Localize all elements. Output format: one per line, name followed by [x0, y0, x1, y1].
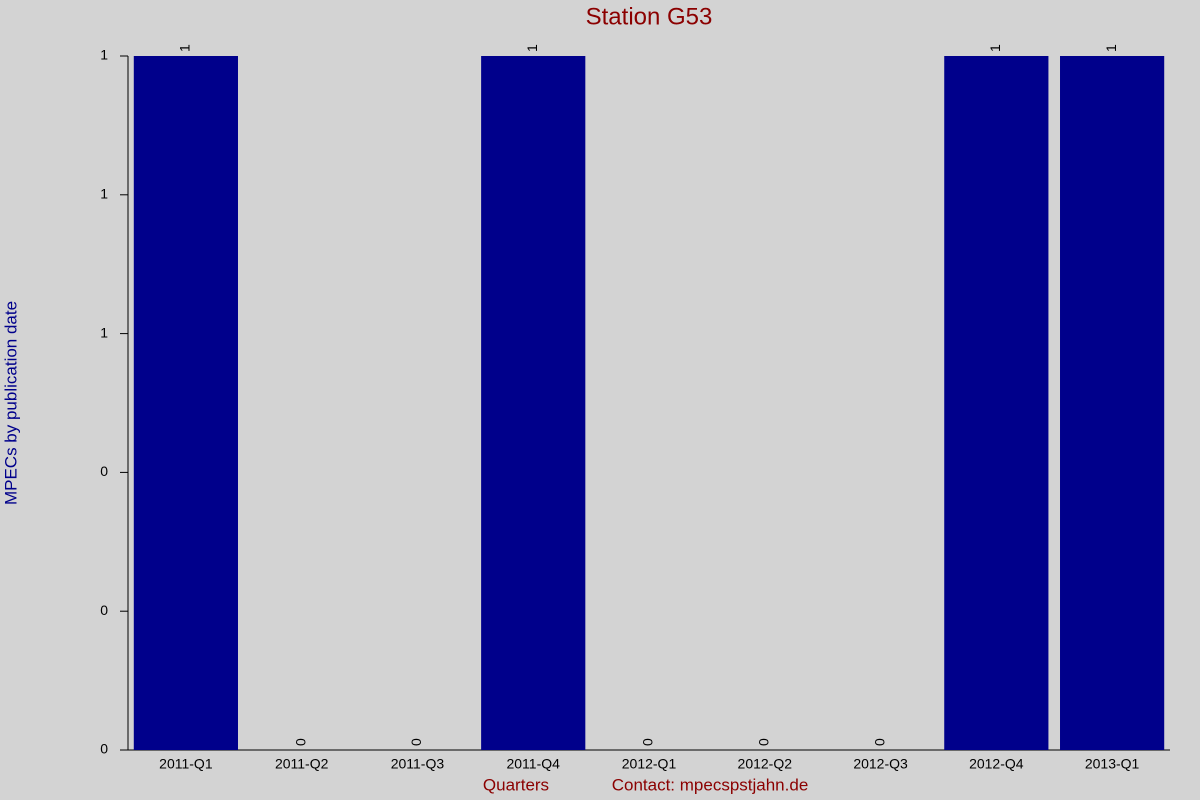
- value-label: 0: [755, 738, 771, 746]
- value-label: 1: [987, 44, 1003, 52]
- value-label: 0: [871, 738, 887, 746]
- y-tick-label: 0: [100, 602, 108, 618]
- x-tick-label: 2012-Q2: [738, 756, 793, 772]
- x-axis-label: Quarters: [483, 775, 549, 794]
- x-tick-label: 2013-Q1: [1085, 756, 1140, 772]
- y-tick-label: 1: [100, 186, 108, 202]
- value-label: 1: [524, 44, 540, 52]
- y-tick-label: 1: [100, 324, 108, 340]
- contact-note: Contact: mpecspstjahn.de: [612, 775, 809, 794]
- y-tick-label: 1: [100, 47, 108, 63]
- bar: [133, 56, 238, 750]
- x-tick-label: 2012-Q3: [853, 756, 908, 772]
- y-tick-label: 0: [100, 463, 108, 479]
- value-label: 1: [177, 44, 193, 52]
- chart-title: Station G53: [586, 3, 713, 30]
- value-label: 0: [292, 738, 308, 746]
- value-label: 0: [640, 738, 656, 746]
- x-tick-label: 2011-Q1: [159, 756, 213, 772]
- bar: [481, 56, 586, 750]
- bar: [1060, 56, 1165, 750]
- x-tick-label: 2012-Q4: [969, 756, 1024, 772]
- y-tick-label: 0: [100, 741, 108, 757]
- x-tick-label: 2011-Q3: [391, 756, 445, 772]
- x-tick-label: 2011-Q2: [275, 756, 329, 772]
- x-tick-label: 2012-Q1: [622, 756, 677, 772]
- y-axis-label: MPECs by publication date: [1, 301, 20, 505]
- x-tick-label: 2011-Q4: [506, 756, 560, 772]
- bar: [944, 56, 1049, 750]
- value-label: 0: [408, 738, 424, 746]
- value-label: 1: [1103, 44, 1119, 52]
